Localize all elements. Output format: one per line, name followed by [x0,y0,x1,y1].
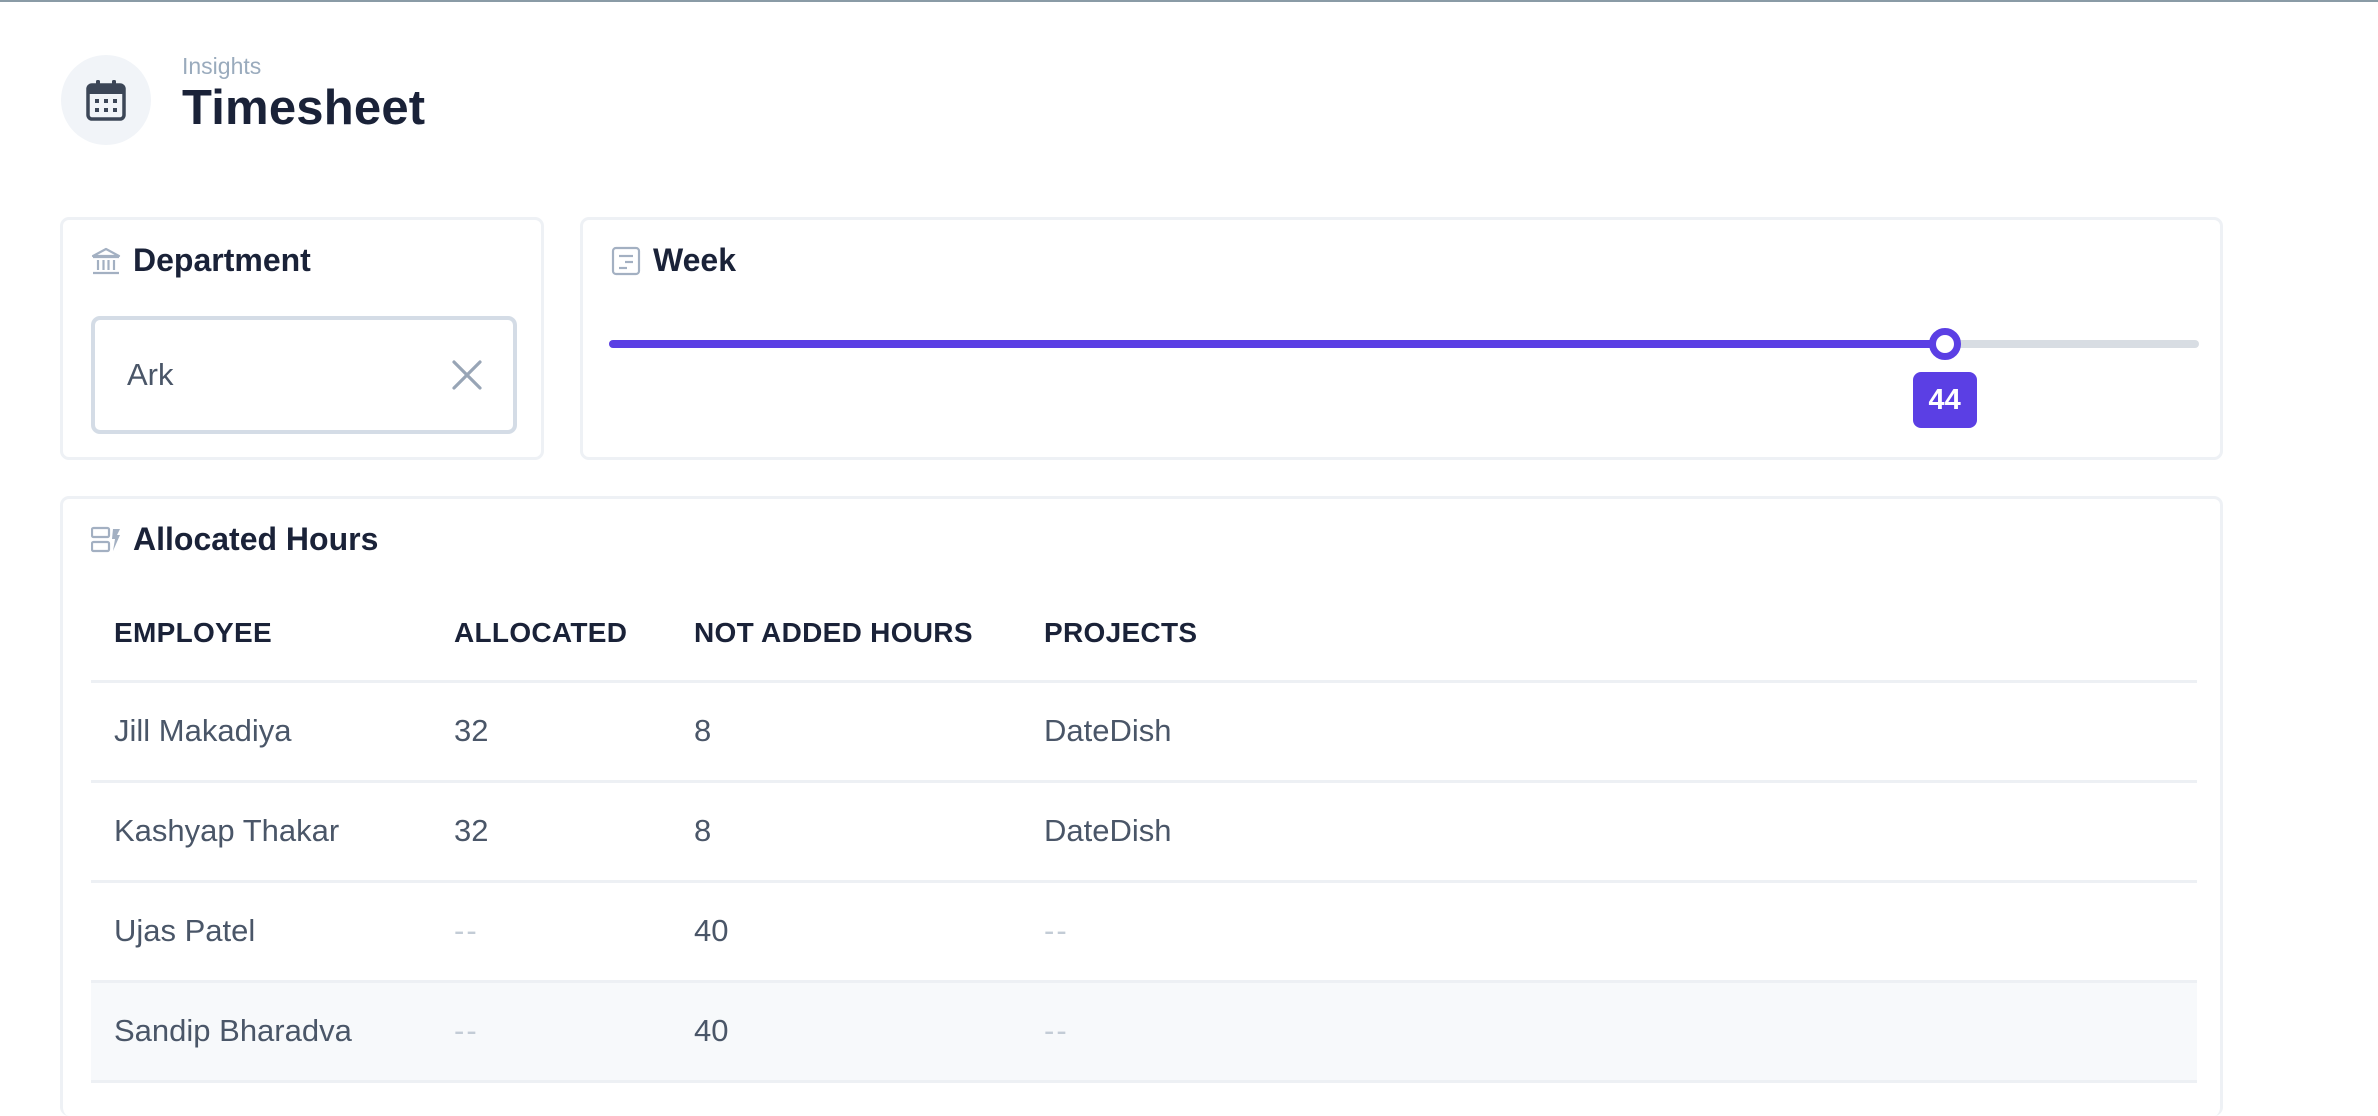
calendar-icon [61,55,151,145]
department-label: Department [133,242,311,278]
not-added-hours-cell: 40 [671,881,1021,983]
allocated-cell: 32 [431,781,671,883]
column-header-allocated[interactable]: ALLOCATED [431,587,671,683]
close-icon[interactable] [449,357,485,393]
employee-cell: Jill Makadiya [91,681,431,783]
employee-cell: Ujas Patel [91,881,431,983]
table-header-row: EMPLOYEE ALLOCATED NOT ADDED HOURS PROJE… [91,587,2197,683]
department-select[interactable]: Ark [91,316,517,434]
table-row[interactable]: Kashyap Thakar 32 8 DateDish [91,781,2197,883]
allocated-cell: -- [431,881,671,983]
table-row[interactable]: Sandip Bharadva -- 40 -- [91,981,2197,1083]
not-added-hours-cell: 40 [671,981,1021,1083]
allocation-icon [91,525,121,555]
week-heading: Week [611,242,736,279]
allocated-cell: -- [431,981,671,1083]
week-filter-card: Week 44 [580,217,2223,460]
week-label: Week [653,242,737,278]
allocated-hours-heading: Allocated Hours [91,521,378,558]
employee-cell: Sandip Bharadva [91,981,431,1083]
allocated-hours-table: EMPLOYEE ALLOCATED NOT ADDED HOURS PROJE… [91,587,2197,1083]
top-divider [0,0,2378,2]
breadcrumb[interactable]: Insights [182,53,262,79]
week-slider-fill [609,340,1945,348]
department-selected-value: Ark [127,357,174,392]
page-header: Insights Timesheet [61,53,426,145]
projects-cell: -- [1021,981,2197,1083]
projects-cell: DateDish [1021,781,2197,883]
column-header-projects[interactable]: PROJECTS [1021,587,2197,683]
allocated-cell: 32 [431,681,671,783]
week-slider[interactable]: 44 [609,328,2199,450]
table-row[interactable]: Jill Makadiya 32 8 DateDish [91,681,2197,783]
not-added-hours-cell: 8 [671,781,1021,883]
allocated-hours-label: Allocated Hours [133,521,379,557]
not-added-hours-cell: 8 [671,681,1021,783]
page-title: Timesheet [182,81,426,135]
calendar-week-icon [611,246,641,276]
building-icon [91,246,121,276]
week-slider-thumb[interactable] [1928,328,1961,360]
table-row[interactable]: Ujas Patel -- 40 -- [91,881,2197,983]
department-filter-card: Department Ark [60,217,544,460]
allocated-hours-card: Allocated Hours EMPLOYEE ALLOCATED NOT A… [60,496,2223,1116]
department-heading: Department [91,242,311,279]
column-header-not-added-hours[interactable]: NOT ADDED HOURS [671,587,1021,683]
projects-cell: -- [1021,881,2197,983]
employee-cell: Kashyap Thakar [91,781,431,883]
column-header-employee[interactable]: EMPLOYEE [91,587,431,683]
projects-cell: DateDish [1021,681,2197,783]
week-slider-value: 44 [1912,372,1977,428]
